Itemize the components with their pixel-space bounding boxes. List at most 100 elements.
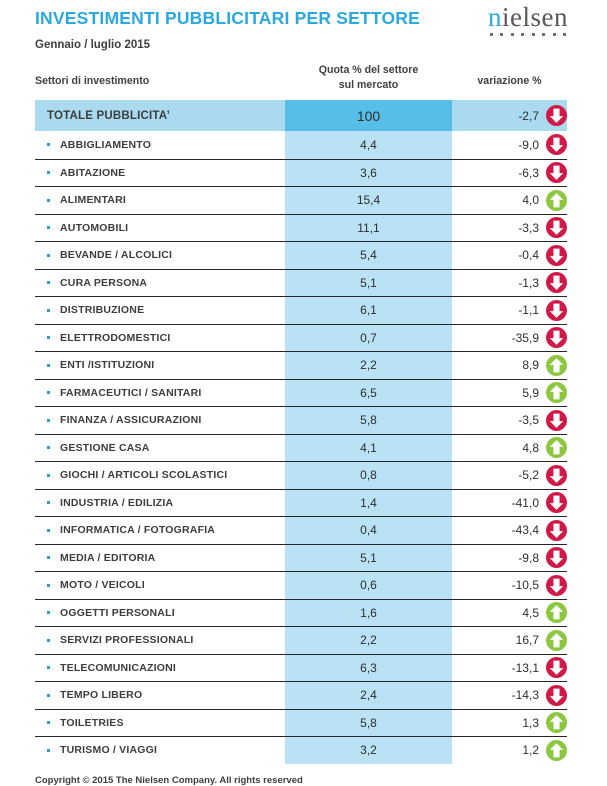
share-value: 5,4 (360, 248, 377, 263)
arrow-up-icon (546, 189, 567, 211)
column-header-share-line1: Quota % del settore (318, 64, 419, 76)
bullet-icon (47, 253, 50, 257)
sector-cell: GESTIONE CASA (35, 442, 285, 454)
share-value: 4,1 (360, 440, 377, 455)
variation-value: -43,4 (511, 523, 539, 538)
arrow-down-icon (546, 574, 567, 596)
logo-dot (500, 33, 504, 36)
variation-cell: -9,0 (452, 134, 567, 156)
bullet-icon (47, 611, 50, 615)
total-share-value: 100 (356, 107, 381, 124)
arrow-down-icon (546, 547, 567, 569)
variation-value: -0,4 (518, 248, 539, 263)
variation-value: -1,1 (518, 303, 539, 318)
period-subtitle: Gennaio / luglio 2015 (35, 39, 151, 51)
arrow-down-icon (546, 217, 567, 239)
arrow-up-icon (546, 437, 567, 459)
sector-cell: FINANZA / ASSICURAZIONI (35, 414, 285, 426)
variation-value: 1,3 (522, 715, 539, 730)
share-value: 0,8 (360, 468, 377, 483)
share-value: 2,4 (360, 688, 377, 703)
variation-value: -1,3 (518, 275, 539, 290)
sector-cell: MEDIA / EDITORIA (35, 552, 285, 564)
sector-cell: TELECOMUNICAZIONI (35, 662, 285, 674)
arrow-down-icon (546, 272, 567, 294)
bullet-icon (47, 363, 50, 367)
bullet-icon (47, 308, 50, 312)
sector-label: CURA PERSONA (60, 276, 148, 289)
variation-value: 1,2 (522, 743, 539, 758)
sector-cell: FARMACEUTICI / SANITARI (35, 387, 285, 399)
variation-cell: -35,9 (452, 327, 567, 349)
variation-value: 4,0 (522, 193, 539, 208)
logo-dot (563, 33, 567, 36)
column-header-share-line2: sul mercato (338, 79, 399, 91)
sector-cell: ALIMENTARI (35, 194, 285, 206)
share-value: 5,1 (360, 275, 377, 290)
table-body: ABBIGLIAMENTO 4,4 -9,0 ABITAZIONE 3,6 -6… (35, 131, 567, 764)
sector-label: DISTRIBUZIONE (60, 304, 145, 317)
bullet-icon (47, 583, 50, 587)
sector-label: TURISMO / VIAGGI (60, 744, 158, 757)
share-cell: 2,2 (285, 352, 452, 379)
bullet-icon (47, 556, 50, 560)
share-value: 1,4 (360, 495, 377, 510)
share-value: 11,1 (357, 220, 380, 235)
share-value: 1,6 (360, 605, 377, 620)
sector-label: GIOCHI / ARTICOLI SCOLASTICI (60, 469, 228, 482)
table-row: FARMACEUTICI / SANITARI 6,5 5,9 (35, 378, 567, 406)
table-row: CURA PERSONA 5,1 -1,3 (35, 268, 567, 296)
variation-value: -9,8 (518, 550, 539, 565)
variation-cell: -1,1 (452, 299, 567, 321)
variation-value: -14,3 (511, 688, 539, 703)
sector-label: ELETTRODOMESTICI (60, 331, 171, 344)
table-row: TURISMO / VIAGGI 3,2 1,2 (35, 736, 567, 764)
sector-cell: ENTI /ISTITUZIONI (35, 359, 285, 371)
variation-cell: 16,7 (452, 629, 567, 651)
sector-cell: ABBIGLIAMENTO (35, 139, 285, 151)
sector-cell: AUTOMOBILI (35, 222, 285, 234)
share-value: 5,1 (360, 550, 377, 565)
share-value: 0,7 (360, 330, 377, 345)
table-row-total: TOTALE PUBBLICITA’ 100 -2,7 (35, 100, 567, 131)
table-row: MEDIA / EDITORIA 5,1 -9,8 (35, 543, 567, 571)
column-headers: Settori di investimento Quota % del sett… (35, 58, 567, 100)
share-cell: 5,1 (285, 544, 452, 571)
bullet-icon (47, 501, 50, 505)
table-row: OGGETTI PERSONALI 1,6 4,5 (35, 598, 567, 626)
arrow-down-icon (546, 327, 567, 349)
bullet-icon (47, 391, 50, 395)
variation-value: -6,3 (518, 165, 539, 180)
share-value: 6,5 (360, 385, 377, 400)
sector-label: SERVIZI PROFESSIONALI (60, 634, 194, 647)
variation-value: -9,0 (518, 137, 539, 152)
sector-label: OGGETTI PERSONALI (60, 606, 175, 619)
bullet-icon (47, 693, 50, 697)
arrow-down-icon (546, 519, 567, 541)
variation-cell: 4,0 (452, 189, 567, 211)
sector-label: FINANZA / ASSICURAZIONI (60, 414, 202, 427)
table-row: ALIMENTARI 15,4 4,0 (35, 186, 567, 214)
arrow-down-icon (546, 464, 567, 486)
arrow-down-icon (546, 134, 567, 156)
sector-label: INDUSTRIA / EDILIZIA (60, 496, 174, 509)
arrow-up-icon (546, 382, 567, 404)
page-title: INVESTIMENTI PUBBLICITARI PER SETTORE (35, 8, 420, 28)
arrow-down-icon (546, 409, 567, 431)
column-header-share: Quota % del settore sul mercato (285, 63, 452, 93)
share-cell: 5,4 (285, 242, 452, 269)
table-row: BEVANDE / ALCOLICI 5,4 -0,4 (35, 241, 567, 269)
variation-cell: -41,0 (452, 492, 567, 514)
bullet-icon (47, 721, 50, 725)
share-value: 4,4 (360, 137, 377, 152)
sector-cell: INFORMATICA / FOTOGRAFIA (35, 524, 285, 536)
arrow-down-icon (546, 657, 567, 679)
total-variation-cell: -2,7 (452, 105, 567, 126)
table-row: SERVIZI PROFESSIONALI 2,2 16,7 (35, 626, 567, 654)
variation-cell: -43,4 (452, 519, 567, 541)
share-cell: 1,6 (285, 599, 452, 626)
share-cell: 2,4 (285, 682, 452, 709)
variation-cell: -9,8 (452, 547, 567, 569)
table-row: ABBIGLIAMENTO 4,4 -9,0 (35, 131, 567, 159)
share-cell: 11,1 (285, 214, 452, 241)
